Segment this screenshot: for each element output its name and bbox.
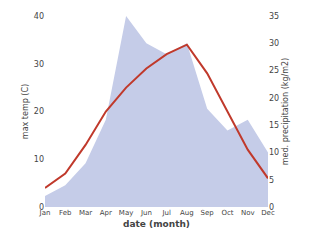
svg-text:25: 25 bbox=[269, 66, 279, 75]
svg-text:10: 10 bbox=[34, 155, 44, 164]
svg-text:Sep: Sep bbox=[201, 209, 215, 217]
svg-text:med. precipitation (kg/m2): med. precipitation (kg/m2) bbox=[281, 58, 290, 165]
svg-text:May: May bbox=[119, 209, 133, 217]
svg-text:Mar: Mar bbox=[79, 209, 92, 217]
svg-text:Feb: Feb bbox=[59, 209, 72, 217]
svg-text:Jun: Jun bbox=[140, 209, 152, 217]
svg-text:30: 30 bbox=[269, 39, 279, 48]
svg-text:30: 30 bbox=[34, 60, 44, 69]
svg-text:20: 20 bbox=[34, 107, 44, 116]
svg-text:10: 10 bbox=[269, 148, 279, 157]
svg-text:Jan: Jan bbox=[39, 209, 51, 217]
svg-text:Jul: Jul bbox=[161, 209, 171, 217]
svg-text:max temp (C): max temp (C) bbox=[21, 84, 30, 139]
svg-text:0: 0 bbox=[269, 203, 274, 212]
svg-text:Dec: Dec bbox=[261, 209, 275, 217]
svg-text:Apr: Apr bbox=[100, 209, 112, 217]
svg-text:15: 15 bbox=[269, 121, 279, 130]
svg-text:20: 20 bbox=[269, 94, 279, 103]
svg-text:5: 5 bbox=[269, 176, 274, 185]
svg-text:date (month): date (month) bbox=[123, 219, 190, 229]
svg-text:Nov: Nov bbox=[241, 209, 255, 217]
svg-text:Aug: Aug bbox=[180, 209, 194, 217]
svg-text:35: 35 bbox=[269, 12, 279, 21]
svg-text:40: 40 bbox=[34, 12, 44, 21]
svg-text:Oct: Oct bbox=[221, 209, 233, 217]
svg-text:0: 0 bbox=[39, 203, 44, 212]
